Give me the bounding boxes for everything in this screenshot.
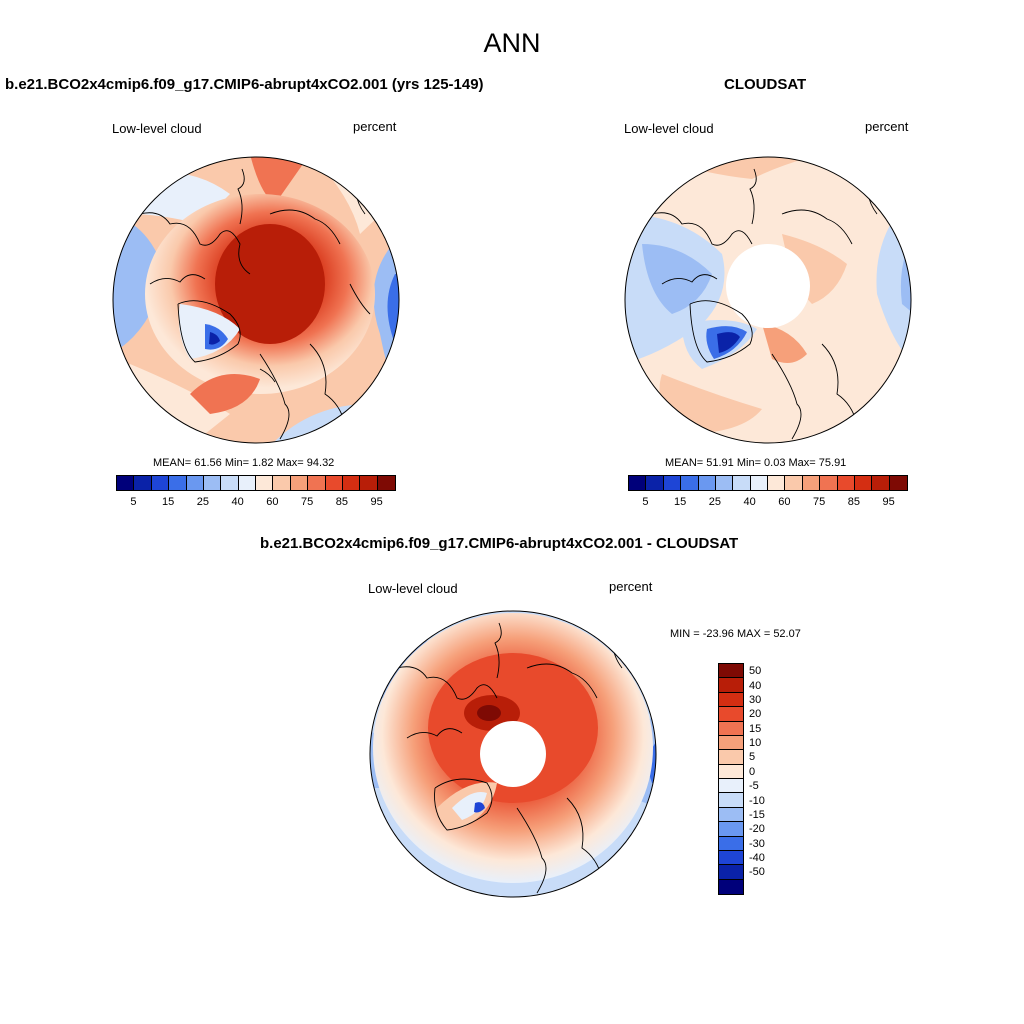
panel1-variable-label: Low-level cloud [112,121,202,136]
colorbar-swatch [273,476,291,490]
colorbar-swatch [308,476,326,490]
colorbar-tick-label: 5 [749,751,756,764]
colorbar-swatch [290,476,309,490]
colorbar-swatch [719,664,743,679]
colorbar-swatch [698,476,716,490]
colorbar-swatch [681,476,699,490]
panel3-variable-label: Low-level cloud [368,581,458,596]
colorbar-swatch [889,476,907,490]
colorbar-swatch [750,476,768,490]
colorbar-tick-label: 40 [231,496,244,508]
colorbar-tick-label: 40 [743,496,756,508]
colorbar-swatch [169,476,187,490]
colorbar-swatch [203,476,222,490]
colorbar-tick-label: -20 [749,823,765,836]
colorbar-swatch [719,807,743,823]
colorbar-swatch [854,476,873,490]
colorbar-swatch [719,764,743,779]
colorbar-tick-label: 10 [749,737,762,750]
colorbar-tick-label: 75 [813,496,826,508]
colorbar-tick-label: 25 [708,496,721,508]
colorbar-swatch [719,721,743,736]
colorbar-tick-label: 95 [370,496,383,508]
colorbar-swatch [629,476,647,490]
colorbar-tick-label: 60 [266,496,279,508]
colorbar-swatch [785,476,803,490]
colorbar-swatch [719,879,743,894]
panel3-units-label: percent [609,579,653,594]
map-difference-polar [369,610,657,898]
colorbar-swatch [768,476,786,490]
colorbar-tick-label: 40 [749,679,762,692]
panel2-colorbar [628,475,908,491]
panel2-variable-label: Low-level cloud [624,121,714,136]
panel2-units-label: percent [865,119,909,134]
colorbar-swatch [719,822,743,837]
panel1-stats: MEAN= 61.56 Min= 1.82 Max= 94.32 [153,457,335,469]
colorbar-swatch [719,836,743,851]
colorbar-tick-label: 75 [301,496,314,508]
colorbar-swatch [715,476,734,490]
panel1-colorbar [116,475,396,491]
panel3-stats: MIN = -23.96 MAX = 52.07 [670,628,801,640]
colorbar-tick-label: 0 [749,765,756,778]
colorbar-swatch [221,476,239,490]
colorbar-tick-label: -50 [749,866,765,879]
colorbar-swatch [820,476,838,490]
colorbar-swatch [360,476,378,490]
panel1-units-label: percent [353,119,397,134]
colorbar-tick-label: 85 [335,496,348,508]
colorbar-tick-label: 30 [749,693,762,706]
difference-colorbar [718,663,744,895]
colorbar-tick-label: 15 [674,496,687,508]
map-cloudsat-polar [624,156,912,444]
colorbar-swatch [802,476,821,490]
colorbar-tick-label: 5 [642,496,649,508]
colorbar-swatch [719,735,743,751]
colorbar-tick-label: -5 [749,780,759,793]
colorbar-swatch [325,476,343,490]
colorbar-swatch [719,692,743,708]
colorbar-tick-label: -10 [749,794,765,807]
colorbar-swatch [134,476,152,490]
colorbar-swatch [377,476,395,490]
colorbar-swatch [342,476,361,490]
panel2-stats: MEAN= 51.91 Min= 0.03 Max= 75.91 [665,457,847,469]
colorbar-tick-label: 95 [882,496,895,508]
colorbar-swatch [151,476,170,490]
colorbar-tick-label: 20 [749,708,762,721]
colorbar-swatch [719,865,743,880]
colorbar-swatch [646,476,664,490]
colorbar-swatch [117,476,135,490]
difference-colorbar-labels: 50 40 30 20 15 10 5 0 -5 -10 -15 -20 -30 -40 -50 [749,663,789,893]
colorbar-swatch [837,476,855,490]
colorbar-swatch [663,476,682,490]
panel-title-difference: b.e21.BCO2x4cmip6.f09_g17.CMIP6-abrupt4x… [260,535,739,552]
colorbar-swatch [719,850,743,866]
colorbar-tick-label: -30 [749,837,765,850]
colorbar-swatch [733,476,751,490]
colorbar-swatch [872,476,890,490]
panel-title-model: b.e21.BCO2x4cmip6.f09_g17.CMIP6-abrupt4x… [5,76,484,93]
map-model-polar [112,156,400,444]
colorbar-swatch [256,476,274,490]
colorbar-tick-label: 15 [162,496,175,508]
colorbar-tick-label: 15 [749,722,762,735]
colorbar-swatch [719,678,743,693]
colorbar-tick-label: 25 [196,496,209,508]
colorbar-tick-label: 5 [130,496,137,508]
colorbar-tick-label: 50 [749,665,762,678]
colorbar-tick-label: -15 [749,808,765,821]
colorbar-tick-label: 60 [778,496,791,508]
colorbar-tick-label: -40 [749,852,765,865]
colorbar-swatch [719,707,743,722]
colorbar-swatch [719,779,743,794]
colorbar-swatch [238,476,256,490]
colorbar-swatch [719,750,743,765]
colorbar-swatch [719,793,743,808]
colorbar-tick-label: 85 [847,496,860,508]
colorbar-swatch [186,476,204,490]
panel-title-cloudsat: CLOUDSAT [724,76,807,93]
figure-title: ANN [483,28,541,58]
